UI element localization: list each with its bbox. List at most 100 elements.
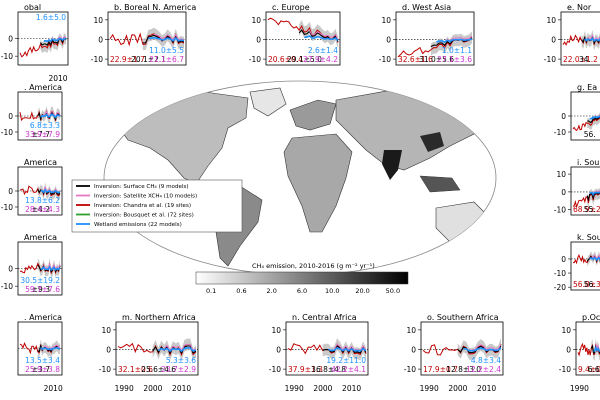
y-tick-label: -10: [1, 203, 13, 212]
colorbar-title: CH₄ emission, 2010-2016 (g m⁻² yr⁻¹): [252, 262, 375, 270]
series-chandra: [267, 17, 339, 43]
panel-value: 36.8±4.8: [311, 365, 346, 374]
y-tick-label: -10: [379, 55, 391, 64]
panel-g: g. Ea 0 -10 56.: [554, 83, 600, 141]
southeast-asia-islands: [419, 175, 461, 193]
panel-c: c. Europe 10 0 -10 20.6±0.429.1±5.02.6±1.427…: [249, 3, 341, 66]
panel-o: o. Southern Africa 10 0 -10 1990 2000 2010 17.9…: [404, 313, 504, 393]
panel-title: p.Oc: [582, 313, 600, 322]
panel-frame: [570, 241, 600, 291]
x-tick-label: 2010: [342, 384, 361, 393]
panel-value: 55.: [584, 205, 596, 214]
panel-title: m. Northern Africa: [122, 313, 196, 322]
series-wetland: [589, 191, 600, 196]
panel-title: c. Europe: [272, 3, 310, 12]
model-spread-band: [299, 20, 338, 49]
x-tick-label: 1990: [570, 384, 589, 393]
panel-title: b. Boreal N. America: [114, 3, 196, 12]
panel-e: e. Nor 10 0 -10 22.0±1.234.: [544, 3, 600, 66]
colorbar-tick-label: 2.0: [267, 287, 277, 295]
panel-value: 22.9±1.7: [110, 55, 145, 64]
series-chandra: [19, 37, 67, 58]
series-wetland: [40, 346, 61, 351]
series-surface: [587, 115, 600, 124]
y-tick-label: 0: [106, 345, 111, 354]
panel-value: 20.6±0.4: [268, 55, 303, 64]
greenland-landmass: [249, 87, 287, 117]
panel-f: . America 0 -10 6.8±3.3±7.733.9±7.9: [1, 83, 63, 141]
panel-value: 56.8±3.8: [573, 280, 600, 289]
panel-value: 32.6±1.6: [398, 55, 433, 64]
panel-value: 33.9±7.9: [25, 130, 60, 139]
series-wetland: [436, 38, 473, 43]
y-tick-label: 10: [546, 16, 556, 25]
panel-title: America: [24, 158, 57, 167]
panel-title: g. Ea: [577, 83, 597, 92]
series-wetland: [589, 115, 600, 120]
panel-title: o. Southern Africa: [427, 313, 499, 322]
panel-value: 27.9±4.2: [303, 55, 338, 64]
series-satellite: [43, 110, 61, 119]
colorbar-tick-label: 6.0: [297, 287, 307, 295]
series-wetland: [40, 113, 61, 119]
colorbar-tick-label: 10.0: [325, 287, 339, 295]
panel-frame: [265, 11, 341, 66]
legend-label: Inversion: Satellite XCH₄ (10 models): [94, 194, 197, 200]
colorbar-tick-label: 0.1: [206, 287, 216, 295]
y-tick-label: 0: [8, 265, 13, 274]
regional-panels: obal 0 -10 2010 1.6±5.0 b. Boreal N. America 1…: [1, 3, 600, 393]
panel-title: n. Central Africa: [292, 313, 357, 322]
series-surface: [586, 192, 600, 202]
series-wetland: [328, 346, 367, 352]
series-wetland: [304, 35, 339, 41]
panel-d: d. West Asia 10 0 -10 32.6±1.631.0±5.61.0±1.…: [379, 3, 475, 66]
panel-value: 42.2±4.1: [331, 365, 366, 374]
y-tick-label: 0: [8, 112, 13, 121]
legend-label: Wetland emissions (22 models): [94, 222, 182, 228]
colorbar-gradient: [195, 271, 409, 285]
panel-value: 11.0±5.5: [149, 46, 184, 55]
panel-value: 23.7±2.9: [161, 365, 196, 374]
series-wetland: [463, 347, 502, 352]
panel-value: 30.5±19.2: [20, 276, 60, 285]
panel-value: 13.5±3.4: [25, 356, 60, 365]
series-satellite: [587, 33, 600, 42]
legend-frame: [71, 179, 243, 233]
colorbar-tick-label: 20.0: [355, 287, 369, 295]
panel-value: ±7.7: [32, 130, 50, 139]
india-hotspot: [382, 150, 402, 180]
panel-value: 32.1±0.6: [118, 365, 153, 374]
y-tick-label: 0: [566, 345, 571, 354]
panel-title: k. South: [577, 233, 600, 242]
y-tick-label: -20: [554, 283, 566, 292]
y-tick-label: -10: [249, 55, 261, 64]
panel-value: 29.1±5.0: [287, 55, 322, 64]
europe-landmass: [289, 99, 337, 131]
panel-frame: [395, 11, 475, 66]
series-satellite: [43, 344, 61, 350]
panel-value: 20.1±2.1: [131, 55, 166, 64]
series-satellite: [309, 30, 339, 40]
y-tick-label: -10: [544, 55, 556, 64]
legend-label: Inversion: Bousquet et al. (72 sites): [94, 213, 194, 219]
panel-value: 56.: [584, 280, 596, 289]
panel-l: . America 2010 13.5±3.4±3.725.9±3.8: [17, 313, 63, 393]
panel-frame: [107, 11, 187, 66]
series-wetland: [40, 188, 61, 194]
panel-frame: [420, 321, 504, 376]
panel-value: 56.: [584, 130, 596, 139]
panel-title: obal: [24, 3, 41, 12]
panel-value: 19.2±11.0: [326, 356, 366, 365]
series-satellite: [153, 33, 185, 41]
panel-value: 25.9±3.8: [25, 365, 60, 374]
series-wetland: [157, 347, 197, 353]
panel-k: k. South 0 -10 -20 56.8±3.856.: [554, 233, 600, 292]
y-tick-label: 10: [101, 326, 111, 335]
x-tick-label: 1990: [420, 384, 439, 393]
map-legend: Inversion: Surface CH₄ (9 models) Inversi…: [71, 179, 243, 233]
y-tick-label: -10: [404, 365, 416, 374]
series-wetland: [40, 265, 61, 271]
panel-title: . America: [24, 313, 62, 322]
y-tick-label: -10: [554, 269, 566, 278]
